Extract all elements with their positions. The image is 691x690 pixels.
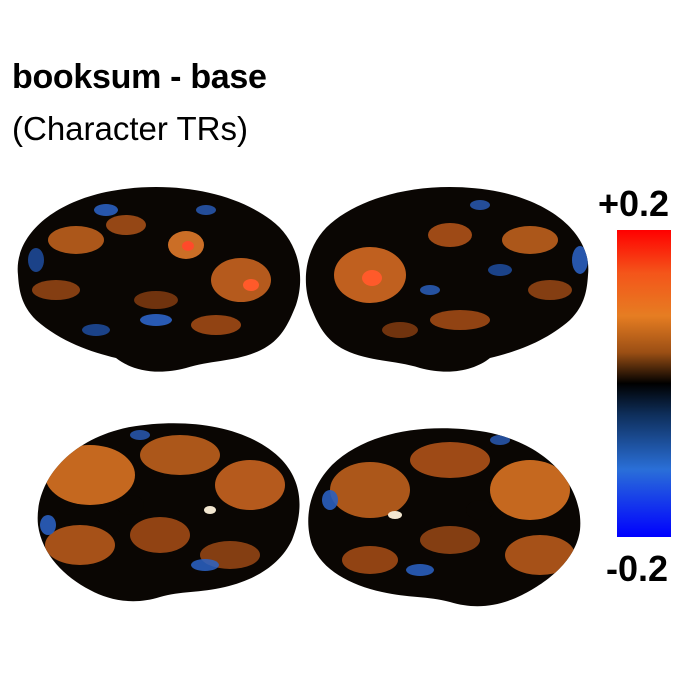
brain-right-lateral <box>305 187 589 372</box>
colorbar <box>617 230 671 537</box>
figure-title: booksum - base <box>12 58 267 96</box>
colorbar-min-label: -0.2 <box>606 548 669 589</box>
brain-left-medial <box>37 423 300 602</box>
colorbar-max-label: +0.2 <box>598 183 670 224</box>
figure-subtitle: (Character TRs) <box>12 110 248 147</box>
brain-left-lateral <box>17 187 301 372</box>
brain-surface-grid <box>0 180 600 620</box>
brain-right-medial <box>308 428 581 607</box>
